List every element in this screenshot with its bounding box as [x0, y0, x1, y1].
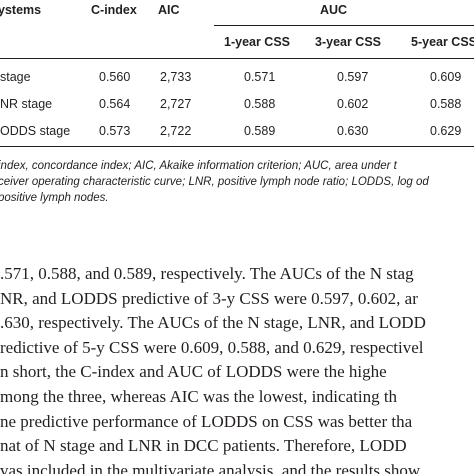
cell-css5: 0.609	[430, 70, 462, 84]
footnote-line: index, concordance index; AIC, Akaike in…	[0, 160, 397, 172]
cell-cindex: 0.564	[99, 97, 131, 111]
cell-css1: 0.588	[244, 97, 276, 111]
body-line: vas included in the multivariate analysi…	[0, 460, 421, 474]
body-line: .630, respectively. The AUCs of the N st…	[0, 313, 426, 333]
cell-cindex: 0.573	[99, 124, 131, 138]
body-line: NR, and LODDS predictive of 3-y CSS were…	[0, 288, 418, 308]
results-table: ystems C-index AIC AUC 1-year CSS 3-year…	[0, 0, 474, 150]
row-label: ODDS stage	[0, 124, 71, 138]
auc-span-rule	[214, 25, 474, 26]
table-bottom-rule	[0, 146, 474, 147]
cell-css3: 0.602	[337, 97, 369, 111]
cell-css1: 0.571	[244, 70, 276, 84]
cell-aic: 2,733	[160, 70, 192, 84]
footnote-line: ceiver operating characteristic curve; L…	[0, 176, 429, 188]
cell-css1: 0.589	[244, 124, 276, 138]
header-aic: AIC	[158, 3, 180, 17]
cell-css3: 0.630	[337, 124, 369, 138]
header-5-year-css: 5-year CSS	[411, 35, 474, 49]
header-3-year-css: 3-year CSS	[315, 35, 382, 49]
header-auc: AUC	[320, 3, 348, 17]
body-line: nat of N stage and LNR in DCC patients. …	[0, 436, 407, 456]
cell-css5: 0.588	[430, 97, 462, 111]
body-line: n short, the C-index and AUC of LODDS we…	[0, 362, 387, 382]
header-rule	[0, 58, 474, 59]
cell-css3: 0.597	[337, 70, 369, 84]
cell-aic: 2,727	[160, 97, 192, 111]
body-paragraph: .571, 0.588, and 0.589, respectively. Th…	[0, 262, 474, 474]
header-systems: ystems	[0, 3, 42, 17]
table-footnote: index, concordance index; AIC, Akaike in…	[0, 158, 474, 206]
header-cindex: C-index	[91, 3, 137, 17]
body-line: mong the three, whereas AIC was the lowe…	[0, 386, 398, 406]
row-label: stage	[0, 70, 31, 84]
body-line: .571, 0.588, and 0.589, respectively. Th…	[0, 264, 414, 283]
cell-css5: 0.629	[430, 124, 462, 138]
cell-cindex: 0.560	[99, 70, 131, 84]
body-line: redictive of 5-y CSS were 0.609, 0.588, …	[0, 337, 424, 357]
header-1-year-css: 1-year CSS	[224, 35, 291, 49]
cell-aic: 2,722	[160, 124, 192, 138]
footnote-line: positive lymph nodes.	[0, 192, 109, 204]
body-line: ne predictive performance of LODDS on CS…	[0, 411, 413, 431]
row-label: NR stage	[0, 97, 53, 111]
